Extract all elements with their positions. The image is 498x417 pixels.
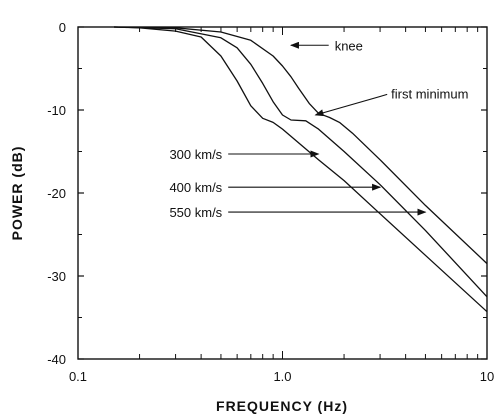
- y-tick-label: -20: [47, 186, 66, 201]
- annotation-300-km-s: 300 km/s: [169, 147, 222, 162]
- y-tick-label: -10: [47, 103, 66, 118]
- y-axis-label: POWER (dB): [9, 146, 25, 241]
- annotation-knee: knee: [335, 38, 363, 53]
- annotation-400-km-s: 400 km/s: [169, 180, 222, 195]
- x-tick-label: 0.1: [69, 369, 87, 384]
- y-tick-label: -40: [47, 352, 66, 367]
- annotations: knee first minimum 300 km/s 400 km/s 550 km/…: [169, 38, 468, 220]
- series-lines: [113, 26, 488, 313]
- series-line-300-km-s: [113, 26, 488, 313]
- x-axis-label: FREQUENCY (Hz): [216, 398, 348, 414]
- x-tick-label: 10: [480, 369, 494, 384]
- y-tick-label: -30: [47, 269, 66, 284]
- axis-ticks: 0 -10 -20 -30 -400.1 1.0 10: [47, 20, 494, 384]
- annotation-arrow: [314, 93, 388, 117]
- y-tick-label: 0: [59, 20, 66, 35]
- series-line-400-km-s: [113, 26, 488, 298]
- series-line-550-km-s: [113, 26, 488, 265]
- annotation-550-km-s: 550 km/s: [169, 205, 222, 220]
- annotation-first-minimum: first minimum: [391, 86, 468, 101]
- x-tick-label: 1.0: [273, 369, 291, 384]
- plot-frame: [77, 26, 488, 360]
